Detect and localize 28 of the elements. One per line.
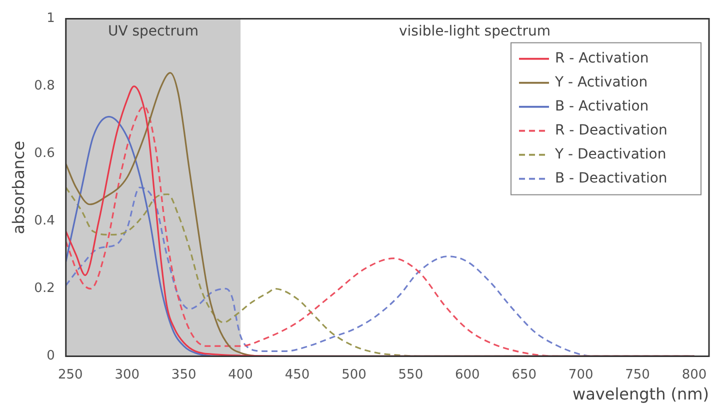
y-tick-label: 0.8 xyxy=(34,78,55,94)
x-tick-label: 800 xyxy=(682,367,707,382)
legend-label: R - Deactivation xyxy=(555,122,668,138)
y-tick-label: 0.2 xyxy=(34,281,55,296)
x-tick-label: 350 xyxy=(171,367,196,382)
y-tick-label: 0 xyxy=(46,348,55,364)
legend-label: Y - Activation xyxy=(554,74,648,90)
x-tick-label: 450 xyxy=(284,367,310,382)
band-label: UV spectrum xyxy=(108,23,198,40)
x-tick-label: 300 xyxy=(114,367,140,382)
x-tick-label: 600 xyxy=(454,367,480,382)
y-tick-label: 1 xyxy=(46,11,55,26)
x-tick-label: 700 xyxy=(568,367,594,382)
legend-label: Y - Deactivation xyxy=(554,146,666,162)
x-tick-label: 400 xyxy=(228,367,253,382)
x-tick-label: 750 xyxy=(625,367,650,382)
x-tick-label: 650 xyxy=(512,367,537,382)
x-axis-title: wavelength (nm) xyxy=(572,384,709,404)
annotation: visible-light spectrum xyxy=(399,23,551,40)
y-axis-title: absorbance xyxy=(8,140,28,234)
x-tick-label: 500 xyxy=(342,367,366,382)
x-tick-label: 550 xyxy=(398,367,424,382)
y-tick-label: 0.6 xyxy=(34,146,55,162)
y-tick-label: 0.4 xyxy=(34,214,55,229)
legend-label: B - Activation xyxy=(555,98,649,114)
x-tick-label: 250 xyxy=(58,367,83,382)
legend-label: R - Activation xyxy=(555,50,649,66)
legend-label: B - Deactivation xyxy=(555,170,668,186)
